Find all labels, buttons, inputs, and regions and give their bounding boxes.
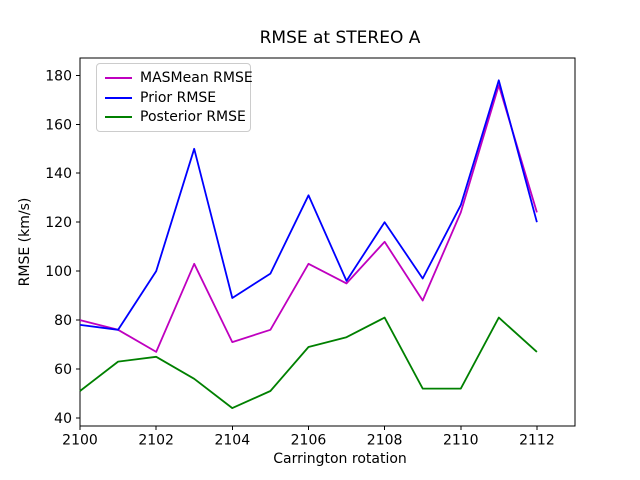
series-line-posterior-rmse xyxy=(79,316,538,410)
y-tick-label: 100 xyxy=(45,264,72,280)
x-axis-label: Carrington rotation xyxy=(273,451,407,467)
x-tick-label: 2110 xyxy=(443,433,479,449)
y-tick-label: 160 xyxy=(45,117,72,133)
y-tick-label: 40 xyxy=(54,411,72,427)
legend-item-posterior: Posterior RMSE xyxy=(105,107,246,127)
legend-line-sample-prior xyxy=(105,96,132,99)
series-line-prior-rmse xyxy=(79,79,538,331)
legend-item-masmean: MASMean RMSE xyxy=(105,68,253,88)
legend: MASMean RMSE Prior RMSE Posterior RMSE xyxy=(96,63,253,132)
legend-label-posterior: Posterior RMSE xyxy=(140,109,246,126)
chart-title: RMSE at STEREO A xyxy=(259,28,421,48)
y-axis-label: RMSE (km/s) xyxy=(17,197,33,287)
series-line-masmean-rmse xyxy=(79,84,538,353)
axes-frame xyxy=(79,57,576,427)
x-tick-label: 2112 xyxy=(519,433,555,449)
x-tick-label: 2104 xyxy=(214,433,250,449)
legend-label-masmean: MASMean RMSE xyxy=(140,69,253,86)
y-tick-label: 140 xyxy=(45,166,72,182)
legend-label-prior: Prior RMSE xyxy=(140,89,217,106)
legend-line-sample-masmean xyxy=(105,76,132,79)
x-tick-label: 2102 xyxy=(138,433,174,449)
y-tick-label: 60 xyxy=(54,362,72,378)
x-tick-label: 2106 xyxy=(291,433,327,449)
y-tick-label: 180 xyxy=(45,68,72,84)
y-tick-label: 80 xyxy=(54,313,72,329)
x-tick-label: 2108 xyxy=(367,433,403,449)
legend-item-prior: Prior RMSE xyxy=(105,88,242,108)
y-tick-label: 120 xyxy=(45,215,72,231)
x-tick-label: 2100 xyxy=(62,433,98,449)
legend-line-sample-posterior xyxy=(105,116,132,119)
